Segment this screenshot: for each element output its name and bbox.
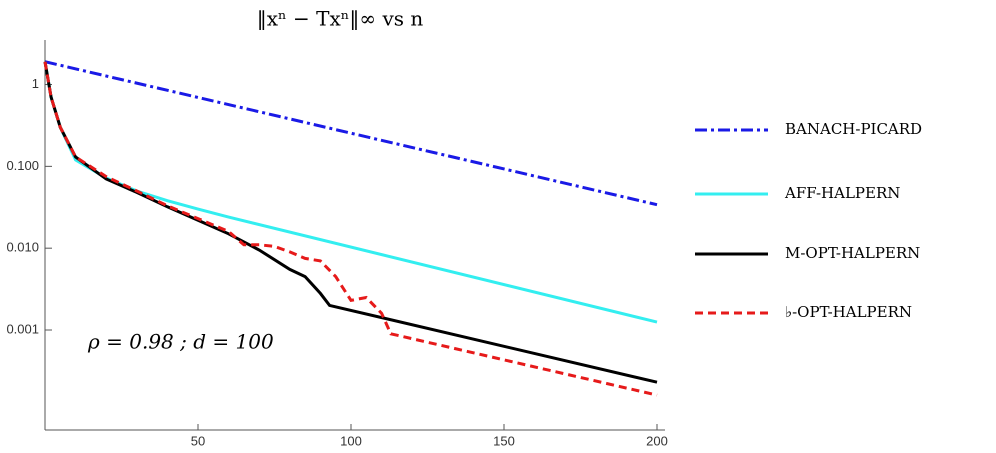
y-tick-label: 0.010 xyxy=(6,240,39,255)
legend-label: BANACH-PICARD xyxy=(785,120,922,138)
chart-title: ‖xⁿ − Txⁿ‖∞ vs n xyxy=(257,7,424,32)
y-tick-label: 0.001 xyxy=(6,321,39,336)
legend-label: AFF-HALPERN xyxy=(784,184,900,202)
annotation: ρ = 0.98 ; d = 100 xyxy=(87,330,274,354)
y-tick-label: 1 xyxy=(32,76,39,91)
legend-label: M-OPT-HALPERN xyxy=(785,244,920,262)
line-series xyxy=(44,60,658,207)
line-series xyxy=(43,61,658,397)
y-tick-label: 0.100 xyxy=(6,158,39,173)
x-tick-label: 150 xyxy=(493,433,515,448)
x-tick-label: 50 xyxy=(191,433,205,448)
legend-label: ♭-OPT-HALPERN xyxy=(785,303,912,321)
x-tick-label: 200 xyxy=(646,433,668,448)
x-tick-label: 100 xyxy=(340,433,362,448)
